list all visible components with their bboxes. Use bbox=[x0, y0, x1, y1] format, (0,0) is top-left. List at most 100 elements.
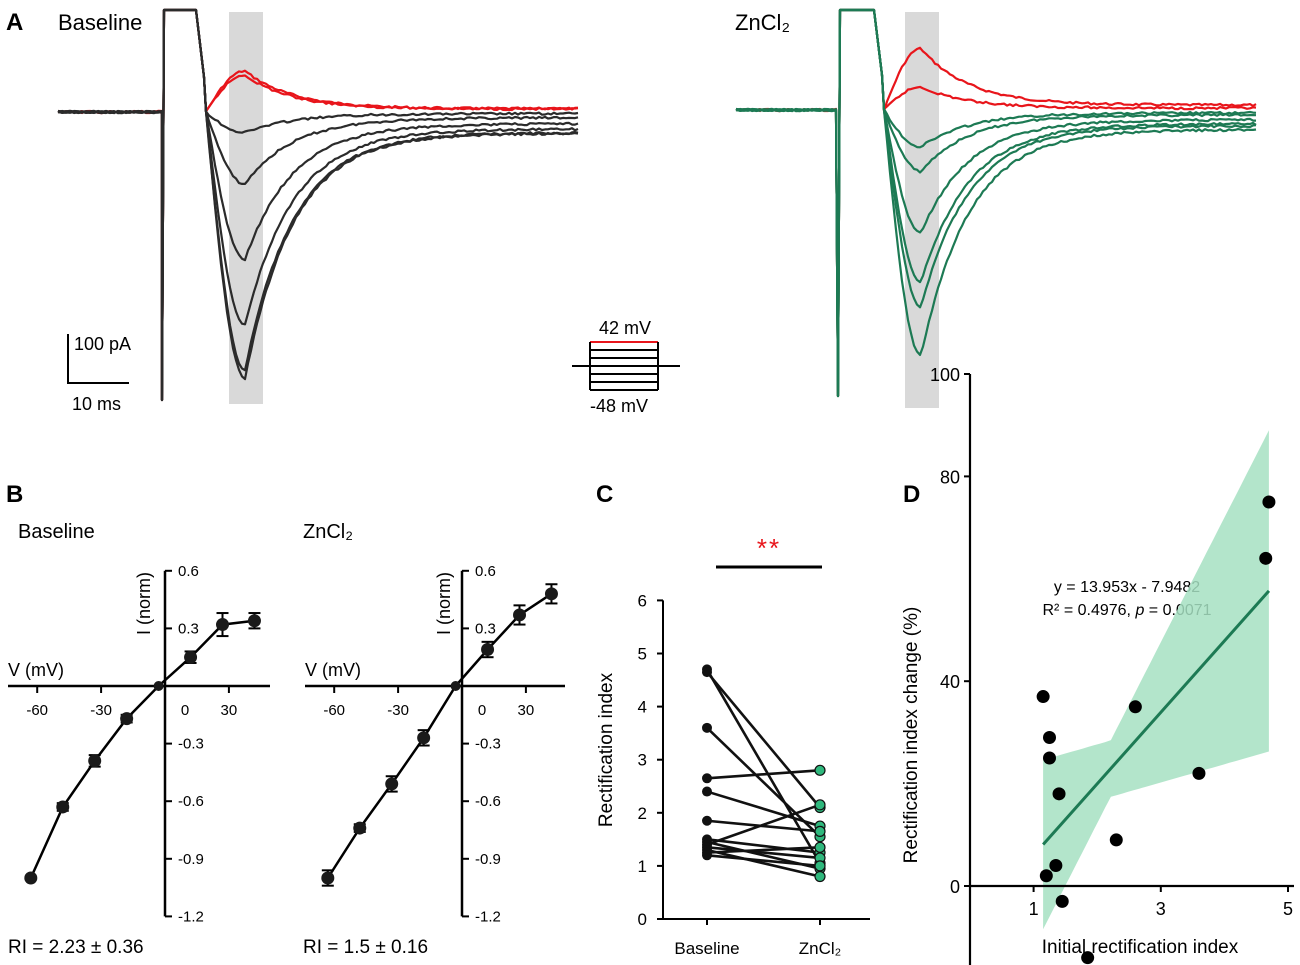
trace-title-baseline: Baseline bbox=[58, 10, 142, 35]
c-ytick-label: 5 bbox=[638, 645, 647, 664]
panel-b: B Baseline V (mV) I (norm) RI = 2.23 ± 0… bbox=[6, 481, 565, 958]
iv-point bbox=[184, 650, 198, 664]
d-ytick-label: 0 bbox=[950, 877, 960, 897]
ri-annotation-zncl2: RI = 1.5 ± 0.16 bbox=[303, 937, 428, 958]
d-point bbox=[1128, 700, 1142, 714]
current-trace-5 bbox=[57, 8, 579, 402]
iv-ytick-label: 0.3 bbox=[475, 620, 496, 637]
current-trace-2 bbox=[57, 8, 579, 402]
step-bottom-label: -48 mV bbox=[590, 396, 648, 416]
c-pair-line bbox=[706, 671, 821, 809]
current-trace-2 bbox=[735, 8, 1257, 398]
c-zncl2-point bbox=[814, 825, 826, 837]
c-pair-line bbox=[706, 769, 821, 780]
scale-current-label: 100 pA bbox=[74, 334, 131, 354]
c-zncl2-point bbox=[814, 870, 826, 883]
iv-point bbox=[216, 618, 230, 632]
iv-xtick-label: -60 bbox=[26, 702, 48, 719]
c-zncl2-point bbox=[814, 799, 826, 811]
c-baseline-point bbox=[702, 815, 712, 826]
d-point bbox=[1109, 833, 1123, 847]
iv-point bbox=[153, 681, 164, 691]
iv-point bbox=[353, 821, 367, 835]
regression-line bbox=[1042, 589, 1271, 846]
scale-bar bbox=[67, 334, 129, 384]
c-pair-line bbox=[706, 726, 821, 838]
d-point bbox=[1036, 690, 1050, 704]
c-pair-line bbox=[706, 838, 821, 854]
c-ytick-label: 6 bbox=[638, 591, 647, 610]
iv-ytick-label: 0.3 bbox=[178, 620, 199, 637]
scale-time-label: 10 ms bbox=[72, 394, 121, 414]
iv-ytick-label: -0.9 bbox=[178, 851, 204, 868]
iv-ytick-label: -0.3 bbox=[475, 736, 501, 753]
iv-xtick-label: -30 bbox=[90, 702, 112, 719]
c-baseline-point bbox=[702, 722, 712, 733]
voltage-protocol: 42 mV -48 mV bbox=[572, 318, 680, 416]
c-pair-line bbox=[706, 846, 821, 860]
iv-point bbox=[513, 608, 527, 622]
c-ytick-label: 1 bbox=[638, 857, 647, 876]
iv-ylabel-baseline: I (norm) bbox=[134, 572, 154, 635]
current-trace-4 bbox=[57, 8, 579, 402]
d-xlabel: Initial rectification index bbox=[1042, 937, 1239, 958]
iv-ytick-label: -1.2 bbox=[475, 908, 501, 925]
iv-point bbox=[88, 754, 102, 768]
c-pair-line bbox=[706, 790, 821, 828]
step-top-label: 42 mV bbox=[599, 318, 651, 338]
iv-point bbox=[417, 731, 431, 745]
d-xtick-label: 3 bbox=[1156, 899, 1166, 919]
d-point bbox=[1055, 894, 1069, 908]
d-ytick-label: 100 bbox=[930, 365, 960, 385]
c-baseline-point bbox=[702, 850, 712, 861]
panel-letter-a: A bbox=[6, 9, 23, 36]
iv-xtick-label: 30 bbox=[518, 702, 535, 719]
c-ytick-label: 0 bbox=[638, 910, 647, 929]
d-ytick-label: 40 bbox=[940, 672, 960, 692]
d-point bbox=[1043, 751, 1056, 765]
c-baseline-point bbox=[702, 786, 712, 797]
iv-title-zncl2: ZnCl₂ bbox=[303, 521, 353, 543]
panel-a: A Baseline ZnCl₂ 100 pA 10 ms 42 mV -48 … bbox=[6, 8, 1257, 416]
iv-ylabel-zncl2: I (norm) bbox=[434, 572, 454, 635]
c-zncl2-point bbox=[814, 841, 826, 853]
c-pair-line bbox=[706, 848, 821, 878]
d-point bbox=[1081, 951, 1095, 965]
current-trace-3 bbox=[735, 8, 1257, 398]
iv-plot-baseline: Baseline V (mV) I (norm) RI = 2.23 ± 0.3… bbox=[8, 521, 270, 958]
d-point bbox=[1052, 787, 1066, 801]
panel-letter-d: D bbox=[903, 481, 920, 508]
c-zncl2-point bbox=[814, 764, 826, 776]
c-zncl2-point bbox=[814, 860, 826, 872]
iv-ytick-label: 0.6 bbox=[475, 563, 496, 580]
current-trace-8 bbox=[57, 8, 579, 402]
current-trace-6 bbox=[57, 8, 579, 402]
iv-point bbox=[24, 871, 38, 885]
iv-ytick-label: -0.6 bbox=[178, 793, 204, 810]
iv-ytick-label: -0.3 bbox=[178, 736, 204, 753]
iv-xtick-label: 0 bbox=[478, 702, 486, 719]
current-trace-7 bbox=[57, 8, 579, 402]
r2-text: R² = 0.4976, bbox=[1042, 602, 1135, 619]
c-pair-line bbox=[706, 853, 821, 868]
iv-curve bbox=[29, 619, 255, 879]
d-xtick-label: 5 bbox=[1283, 899, 1293, 919]
iv-point bbox=[321, 871, 335, 885]
iv-ytick-label: -0.9 bbox=[475, 851, 501, 868]
fit-equation: y = 13.953x - 7.9482 bbox=[1054, 579, 1200, 596]
iv-point bbox=[56, 800, 70, 814]
d-point bbox=[1039, 869, 1053, 883]
d-ylabel: Rectification index change (%) bbox=[901, 607, 922, 864]
iv-point bbox=[481, 643, 495, 657]
iv-xlabel-zncl2: V (mV) bbox=[305, 660, 361, 680]
traces-baseline bbox=[57, 8, 579, 402]
p-label: p bbox=[1134, 602, 1144, 619]
significance-marker: ** bbox=[757, 533, 781, 563]
d-point bbox=[1262, 495, 1276, 509]
d-point bbox=[1192, 766, 1206, 780]
iv-title-baseline: Baseline bbox=[18, 521, 95, 543]
c-baseline-point bbox=[702, 667, 712, 678]
c-ytick-label: 3 bbox=[638, 751, 647, 770]
iv-ytick-label: -0.6 bbox=[475, 793, 501, 810]
